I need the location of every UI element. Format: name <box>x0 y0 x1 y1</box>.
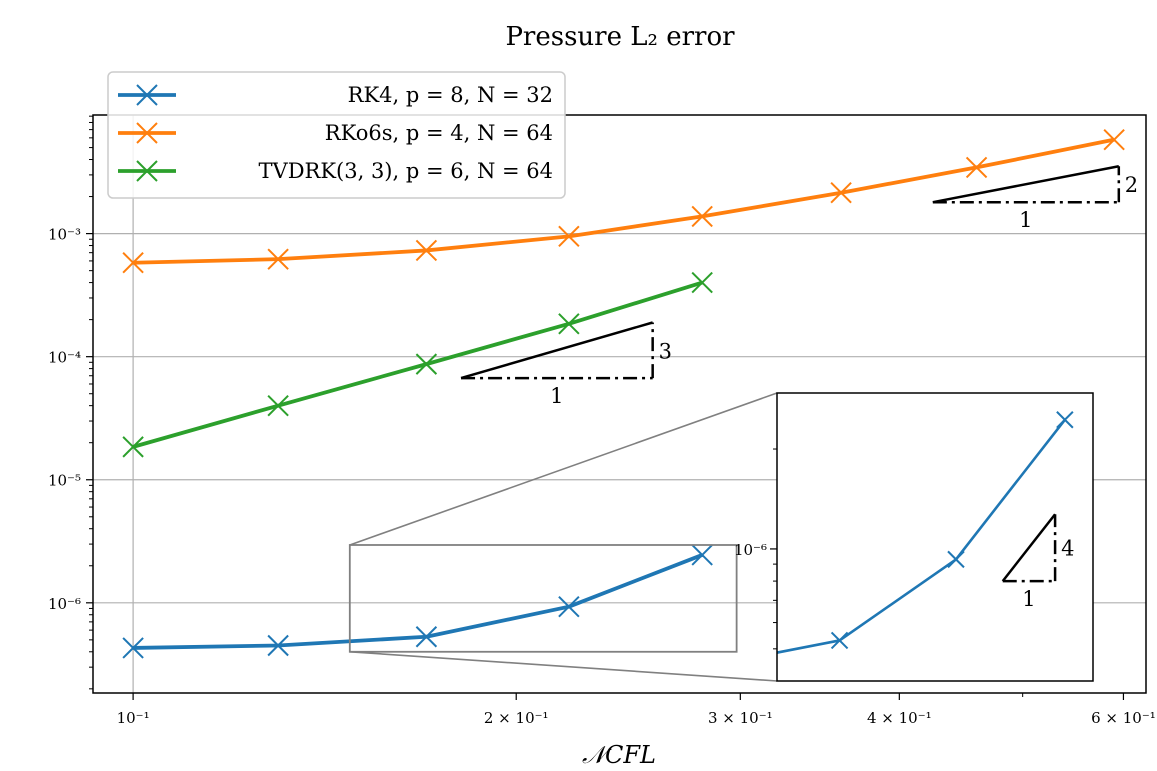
series-marker <box>267 394 289 417</box>
series-marker <box>122 637 144 659</box>
slope-run-label: 1 <box>550 384 563 408</box>
y-tick-label: 10⁻³ <box>48 226 81 244</box>
series-marker <box>415 239 438 262</box>
slope-hypotenuse <box>460 321 654 380</box>
series-marker <box>267 248 289 270</box>
series-marker <box>947 550 965 569</box>
series-marker <box>558 595 580 618</box>
slope-hypotenuse <box>932 165 1120 204</box>
series-marker <box>558 225 580 248</box>
slope-rise-label: 3 <box>659 339 672 363</box>
slope-triangles: 1 2 1 3 <box>460 165 1138 408</box>
x-tick-label: 4 × 10⁻¹ <box>867 709 932 727</box>
legend-swatch-marker <box>136 160 158 182</box>
series-marker <box>558 313 580 335</box>
legend-entry-label: RKo6s, p = 4, N = 64 <box>325 121 553 145</box>
series-marker <box>1056 411 1074 429</box>
x-axis-ticks: 10⁻¹ 2 × 10⁻¹ 3 × 10⁻¹ 4 × 10⁻¹ 6 × 10⁻¹ <box>117 693 1156 727</box>
x-tick-label: 10⁻¹ <box>117 709 150 727</box>
series-marker <box>965 156 988 179</box>
slope-rise-label: 2 <box>1125 173 1138 197</box>
series-marker <box>415 353 438 375</box>
series-marker <box>691 271 713 294</box>
inset-frame <box>776 392 1094 682</box>
zoom-rectangle <box>348 544 738 653</box>
chart-title: Pressure L₂ error <box>505 22 735 52</box>
series-marker <box>830 631 849 650</box>
series-marker <box>1103 128 1125 151</box>
x-tick-label: 6 × 10⁻¹ <box>1091 709 1156 727</box>
slope-run-label: 1 <box>1022 587 1035 611</box>
plot-frame <box>92 114 1147 694</box>
zoom-connector <box>349 392 778 546</box>
series-marker <box>691 205 713 228</box>
series-marker <box>691 544 713 566</box>
x-tick-label: 3 × 10⁻¹ <box>708 709 773 727</box>
legend-box <box>107 71 566 199</box>
inset-background <box>777 393 1093 681</box>
legend-entry-label: TVDRK(3, 3), p = 6, N = 64 <box>259 159 553 183</box>
y-tick-label: 10⁻⁶ <box>48 595 81 613</box>
x-axis-label: 𝒩CFL <box>582 741 656 769</box>
y-tick-label: 10⁻⁵ <box>48 472 81 490</box>
slope-rise-label: 4 <box>1061 537 1074 561</box>
slope-run-label: 1 <box>1019 208 1032 232</box>
legend-swatch-marker <box>136 122 158 144</box>
series-line <box>133 137 1115 265</box>
legend-entry-label: RK4, p = 8, N = 32 <box>348 83 553 107</box>
series-marker <box>122 436 144 458</box>
series-marker <box>122 252 144 274</box>
slope-hypotenuse <box>1001 513 1057 582</box>
series-marker <box>267 634 289 657</box>
series-layer <box>122 128 1125 659</box>
inset-zoom-indicator <box>348 392 778 682</box>
y-tick-label: 10⁻⁴ <box>48 349 81 367</box>
legend-swatch-marker <box>136 84 158 106</box>
series-marker <box>415 626 438 648</box>
x-tick-label: 2 × 10⁻¹ <box>484 709 549 727</box>
series-marker <box>830 181 852 204</box>
zoom-connector <box>349 650 778 682</box>
inset-axes: 1 4 10⁻⁶ <box>734 392 1094 682</box>
legend: RK4, p = 8, N = 32 RKo6s, p = 4, N = 64 TV… <box>107 71 566 199</box>
y-axis-ticks: 10⁻⁶ 10⁻⁵ 10⁻⁴ 10⁻³ <box>48 115 93 690</box>
inset-y-tick-label: 10⁻⁶ <box>734 541 767 559</box>
inset-series <box>777 411 1074 654</box>
